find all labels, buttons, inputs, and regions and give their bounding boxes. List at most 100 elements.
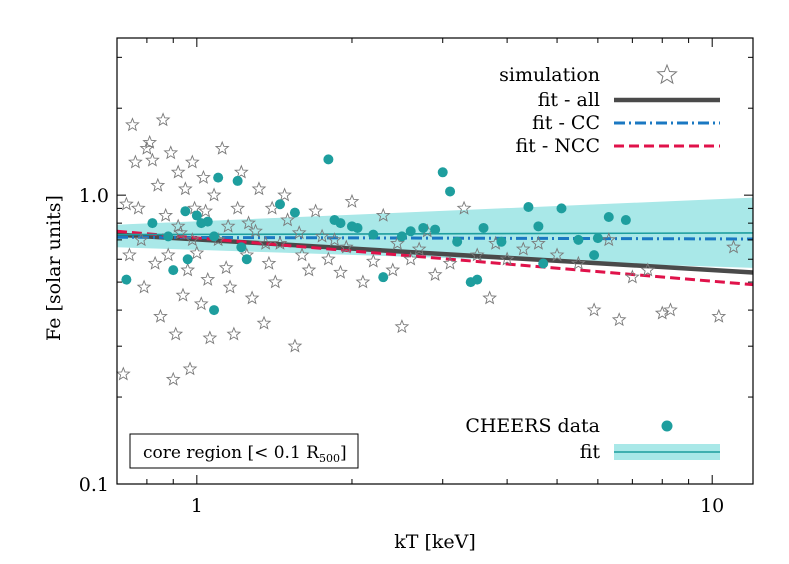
cheers-point [180,206,191,217]
plot-area-border [116,37,754,485]
simulation-point [515,241,531,256]
simulation-point [499,251,515,266]
simulation-point [624,269,640,284]
simulation-point [202,330,218,345]
legend-star-icon [656,63,678,85]
simulation-point [122,247,137,262]
cheers-point [121,274,132,285]
cheers-point [538,258,549,269]
simulation-point [294,247,310,262]
simulation-point [344,193,360,208]
cheers-point [168,265,179,276]
simulation-point [226,326,242,341]
annotation-box [129,433,359,469]
simulation-point [531,235,546,250]
cheers-point [478,222,489,233]
simulation-point [170,164,186,179]
simulation-point [663,302,678,317]
simulation-point [244,290,260,305]
legend-label: fit - NCC [515,135,600,157]
cheers-point [368,229,379,240]
simulation-point [272,235,288,250]
simulation-point [601,232,617,247]
cheers-point [378,272,389,283]
simulation-point [189,245,205,260]
simulation-point [115,366,131,381]
cheers-point [592,233,603,244]
cheers-point [396,231,407,242]
simulation-point [261,255,277,270]
simulation-point [301,262,317,277]
x-axis-label: kT [keV] [394,531,476,553]
simulation-point [150,177,166,192]
x-tick-label: 10 [700,495,724,517]
simulation-point [277,187,292,202]
cheers-point [147,218,158,229]
simulation-point [390,235,405,250]
simulation-point [184,232,200,247]
simulation-point [175,287,191,302]
simulation-point [394,319,410,334]
cheers-point [418,222,429,233]
simulation-point [196,169,211,184]
simulation-point [586,302,602,317]
legend-label: fit - CC [532,112,600,134]
cheers-point [241,254,252,265]
cheers-point [523,201,534,212]
cheers-point [430,224,441,235]
cheers-point [573,234,584,245]
cheers-point [274,199,285,210]
fit-line-fit-ncc [116,229,754,287]
annotation-main: core region [< 0.1 R [143,443,320,463]
simulation-point [256,315,272,330]
cheers-point [405,226,416,237]
annotation-subscript: 500 [319,452,340,465]
simulation-point [153,308,168,323]
simulation-point [177,181,193,196]
simulation-point [130,200,146,215]
simulation-point [571,255,586,270]
legend-label: fit - all [538,89,600,111]
simulation-point [200,271,216,286]
simulation-point [321,251,336,266]
simulation-point [241,215,256,230]
simulation-point [469,247,485,262]
simulation-point [291,225,307,240]
simulation-point [640,262,656,277]
simulation-point [182,361,198,376]
simulation-point [198,203,213,218]
simulation-point [248,223,263,238]
cheers-point [209,305,220,316]
cheers-point [289,207,300,218]
simulation-point [230,200,246,215]
cheers-point [236,242,247,253]
x-tick-label: 1 [191,495,203,517]
simulation-point [128,154,143,169]
cheers-point [437,167,448,178]
simulation-point [206,187,222,202]
cheers-point [556,203,567,214]
annotation-suffix: ] [340,443,347,463]
cheers-point [472,274,483,285]
simulation-point [338,239,354,254]
simulation-point [180,262,196,277]
annotation-text: core region [< 0.1 R500] [143,443,347,465]
simulation-point [133,232,149,247]
legend-label: simulation [499,64,600,86]
simulation-point [165,371,181,386]
y-tick-label: 0.1 [79,474,109,496]
simulation-point [251,181,267,196]
simulation-point [160,247,176,262]
simulation-point [287,338,303,353]
simulation-point [163,145,179,160]
simulation-point [147,255,163,270]
simulation-point [218,260,234,275]
cheers-point [209,231,220,242]
simulation-points-layer [115,112,741,386]
cheers-point [452,236,463,247]
y-axis-label: Fe [solar units] [43,195,65,341]
legend-label: CHEERS data [465,415,600,437]
simulation-point [427,267,443,282]
simulation-point [726,239,741,254]
